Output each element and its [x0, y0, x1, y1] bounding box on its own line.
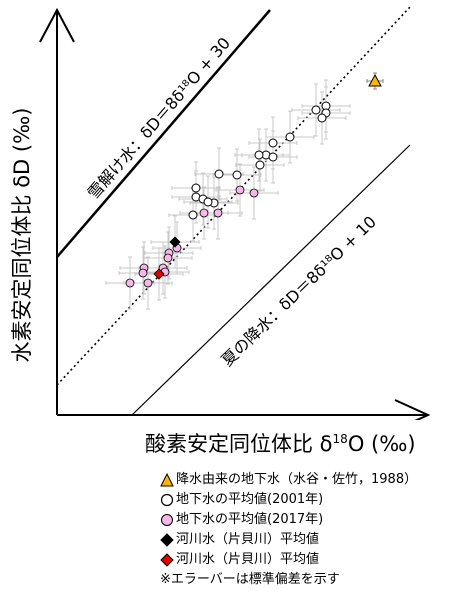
diamond-black-icon — [160, 533, 174, 547]
data-point-circle-open — [254, 150, 264, 160]
circle-open-icon — [160, 493, 174, 507]
data-point-circle-open — [317, 113, 327, 123]
x-axis-label: 酸素安定同位体比 δ18O (‰) — [145, 428, 416, 458]
legend-item-river-red: 河川水（片貝川）平均値 — [160, 550, 417, 570]
legend-label: 河川水（片貝川）平均値 — [176, 532, 320, 547]
data-point-circle-filled — [249, 188, 259, 198]
legend-label: 地下水の平均値(2001年) — [176, 492, 324, 507]
snowmelt-line-label: 雪解け水：δD＝8δ¹⁸O + 30 — [84, 34, 234, 203]
legend-item-precip-groundwater: 降水由来の地下水（水谷・佐竹，1988） — [160, 470, 417, 490]
legend-item-groundwater-2001: 地下水の平均値(2001年) — [160, 490, 417, 510]
axes — [39, 7, 431, 420]
legend-item-river-black: 河川水（片貝川）平均値 — [160, 530, 417, 550]
summer-line-label: 夏の降水：δD＝8δ¹⁸O + 10 — [218, 212, 380, 370]
snowmelt-line — [56, 9, 271, 258]
legend-label: 降水由来の地下水（水谷・佐竹，1988） — [176, 472, 418, 487]
diamond-red-icon — [160, 553, 174, 567]
legend-label: 地下水の平均値(2017年) — [176, 512, 324, 527]
legend-label: 河川水（片貝川）平均値 — [176, 552, 320, 567]
y-axis-arrow — [39, 7, 75, 43]
data-point-triangle — [368, 73, 382, 87]
data-point-circle-open — [311, 105, 321, 115]
data-point-circle-filled — [125, 278, 135, 288]
data-point-circle-filled — [163, 253, 173, 263]
y-axis-label: 水素安定同位体比 δD (‰) — [10, 107, 34, 363]
scatter-plot: 雪解け水：δD＝8δ¹⁸O + 30 夏の降水：δD＝8δ¹⁸O + 10 — [39, 6, 431, 420]
data-point-circle-filled — [235, 185, 245, 195]
summer-precip-line — [131, 144, 411, 416]
x-axis-label-sup: 18 — [332, 432, 348, 446]
data-point-circle-open — [203, 197, 213, 207]
data-point-circle-filled — [199, 208, 209, 218]
x-axis-arrow — [394, 399, 431, 420]
data-point-circle-open — [285, 132, 295, 142]
triangle-icon — [160, 473, 174, 487]
data-points — [125, 73, 382, 288]
note-text: ※エラーバーは標準偏差を示す — [160, 572, 340, 587]
legend-item-groundwater-2017: 地下水の平均値(2017年) — [160, 510, 417, 530]
data-point-circle-filled — [143, 278, 153, 288]
data-point-circle-open — [268, 138, 278, 148]
y-axis-label-wrap: 水素安定同位体比 δD (‰) — [4, 50, 38, 420]
x-axis-label-tail: O (‰) — [347, 432, 416, 456]
data-point-circle-open — [232, 170, 242, 180]
data-point-circle-open — [268, 152, 278, 162]
data-point-circle-open — [255, 160, 265, 170]
data-point-circle-filled — [138, 268, 148, 278]
legend-note: ※エラーバーは標準偏差を示す — [160, 570, 417, 590]
x-axis-label-text: 酸素安定同位体比 δ — [145, 432, 333, 456]
error-bars — [105, 72, 384, 310]
data-point-circle-open — [191, 183, 201, 193]
data-point-diamond — [153, 268, 165, 280]
gmwl-dotted-line — [56, 6, 411, 386]
data-point-circle-open — [188, 210, 198, 220]
data-point-diamond — [169, 236, 181, 248]
data-point-circle-filled — [213, 208, 223, 218]
data-point-circle-open — [214, 169, 224, 179]
circle-pink-icon — [161, 514, 173, 526]
legend: 降水由来の地下水（水谷・佐竹，1988） 地下水の平均値(2001年) 地下水の… — [160, 470, 417, 590]
